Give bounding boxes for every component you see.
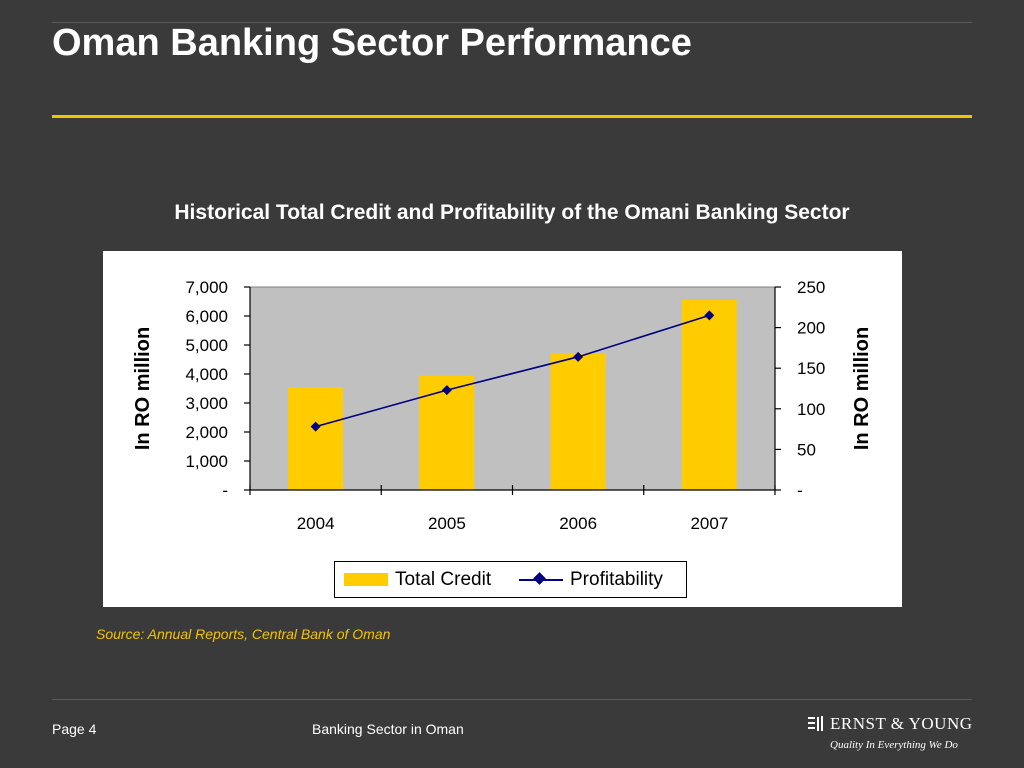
title-underline: [52, 115, 972, 118]
top-divider: [52, 22, 972, 23]
logo-tagline: Quality In Everything We Do: [830, 739, 958, 751]
chart-legend: Total Credit Profitability: [334, 561, 687, 598]
y-tick-label-left-3: 3,000: [185, 394, 228, 413]
y-tick-label-right-0: -: [797, 481, 803, 500]
y-tick-label-left-2: 2,000: [185, 423, 228, 442]
logo-wordmark: ERNST & YOUNG: [830, 714, 973, 733]
y-tick-label-right-4: 200: [797, 319, 825, 338]
bar-2004: [288, 387, 344, 490]
x-tick-label-2004: 2004: [297, 514, 335, 533]
y-axis-label-right: In RO million: [851, 327, 873, 450]
chart-panel: - 1,000 2,000 3,000 4,000 5,000 6,000 7,000 - 50 1…: [103, 251, 902, 607]
profitability-point-2004: [310, 421, 321, 432]
x-tick-label-2006: 2006: [559, 514, 597, 533]
y-tick-label-right-2: 100: [797, 400, 825, 419]
legend-swatch-total-credit: [344, 573, 388, 586]
y-tick-label-right-5: 250: [797, 278, 825, 297]
combo-chart: - 1,000 2,000 3,000 4,000 5,000 6,000 7,000 - 50 1…: [132, 278, 873, 533]
y-tick-label-right-3: 150: [797, 359, 825, 378]
y-tick-label-left-4: 4,000: [185, 365, 228, 384]
legend-label-profitability: Profitability: [570, 569, 663, 590]
source-note: Source: Annual Reports, Central Bank of …: [96, 626, 391, 642]
profitability-point-2007: [704, 310, 715, 321]
profitability-point-2005: [441, 385, 452, 396]
y-tick-label-left-0: -: [222, 481, 228, 500]
bar-2007: [681, 300, 737, 490]
page-number: Page 4: [52, 721, 97, 737]
bar-2006: [550, 353, 606, 490]
profitability-point-2006: [573, 351, 584, 362]
legend-label-total-credit: Total Credit: [395, 569, 492, 590]
y-tick-label-left-1: 1,000: [185, 452, 228, 471]
chart-title: Historical Total Credit and Profitabilit…: [174, 201, 850, 224]
y-tick-label-left-6: 6,000: [185, 307, 228, 326]
footer-title: Banking Sector in Oman: [312, 721, 464, 737]
logo-mark-icon: [808, 716, 823, 731]
profitability-line: [315, 314, 710, 428]
slide-title: Oman Banking Sector Performance: [52, 22, 692, 64]
y-tick-label-left-5: 5,000: [185, 336, 228, 355]
y-tick-label-left-7: 7,000: [185, 278, 228, 297]
company-logo: ERNST & YOUNG Quality In Everything We D…: [808, 714, 978, 754]
legend-marker-profitability: [533, 572, 546, 585]
x-tick-label-2005: 2005: [428, 514, 466, 533]
x-tick-label-2007: 2007: [690, 514, 728, 533]
bottom-divider: [52, 699, 972, 700]
y-axis-label-left: In RO million: [132, 327, 154, 450]
y-tick-label-right-1: 50: [797, 440, 816, 459]
